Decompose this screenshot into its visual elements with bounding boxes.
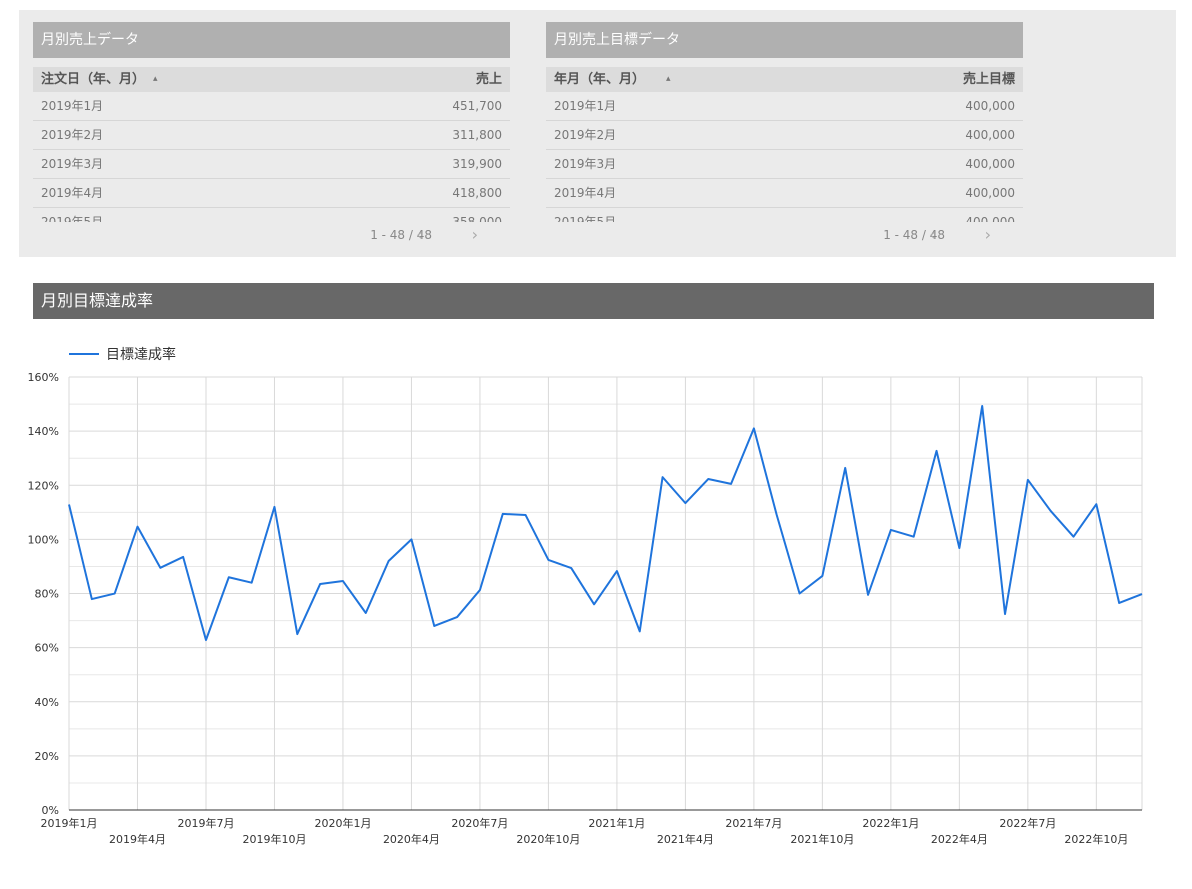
x-tick-label: 2022年10月 xyxy=(1064,832,1128,846)
table-cell: 2019年4月 xyxy=(554,186,617,200)
table-row: 2019年4月 400,000 xyxy=(546,179,1023,208)
table-body: 2019年1月 451,700 2019年2月 311,800 2019年3月 319,9… xyxy=(33,92,510,222)
y-tick-label: 80% xyxy=(35,588,59,601)
chart: 0% 20% 40% 60% 80% 100% 120% 140% 160% 2019年1月 201… xyxy=(28,346,1143,846)
y-tick-label: 160% xyxy=(28,371,59,384)
x-tick-label: 2021年4月 xyxy=(657,832,714,846)
legend-label: 目標達成率 xyxy=(106,346,176,363)
x-tick-label: 2019年4月 xyxy=(109,832,166,846)
page-arrows[interactable]: ‹ › xyxy=(929,225,1013,244)
table-cell: 400,000 xyxy=(965,99,1015,113)
x-tick-label: 2022年7月 xyxy=(999,816,1056,830)
table-cell: 400,000 xyxy=(965,157,1015,171)
table-cell: 2019年3月 xyxy=(554,157,617,171)
table-header: 年月（年、月） ▴ 売上目標 xyxy=(546,67,1023,92)
table: 月別売上目標データ 年月（年、月） ▴ 売上目標 2019年1月 400,000 2019年… xyxy=(546,22,1023,247)
table-row: 2019年3月 319,900 xyxy=(33,150,510,179)
table-row: 2019年3月 400,000 xyxy=(546,150,1023,179)
table-row: 2019年1月 400,000 xyxy=(546,92,1023,121)
table-row: 2019年2月 400,000 xyxy=(546,121,1023,150)
table-row: 2019年5月 358,000 xyxy=(33,208,510,222)
table-cell: 2019年3月 xyxy=(41,157,104,171)
x-tick-label: 2019年7月 xyxy=(177,816,234,830)
header-cell[interactable]: 注文日（年、月） xyxy=(41,72,146,87)
table-cell: 311,800 xyxy=(452,128,502,142)
x-tick-label: 2020年10月 xyxy=(516,832,580,846)
header-cell[interactable]: 売上目標 xyxy=(962,72,1015,87)
x-tick-label: 2020年7月 xyxy=(451,816,508,830)
x-tick-label: 2020年4月 xyxy=(383,832,440,846)
x-tick-label: 2020年1月 xyxy=(314,816,371,830)
x-tick-label: 2022年1月 xyxy=(862,816,919,830)
table-cell: 2019年1月 xyxy=(554,99,617,113)
x-tick-label: 2022年4月 xyxy=(931,832,988,846)
table-header: 注文日（年、月） ▴ 売上 xyxy=(33,67,510,92)
table-row: 2019年4月 418,800 xyxy=(33,179,510,208)
table-cell: 2019年5月 xyxy=(41,215,104,222)
table-cell: 2019年4月 xyxy=(41,186,104,200)
table-body: 2019年1月 400,000 2019年2月 400,000 2019年3月 400,0… xyxy=(546,92,1023,222)
x-tick-label: 2021年10月 xyxy=(790,832,854,846)
header-cell[interactable]: 売上 xyxy=(475,72,502,87)
y-tick-label: 40% xyxy=(35,696,59,709)
page-arrows[interactable]: ‹ › xyxy=(416,225,500,244)
x-tick-label: 2021年1月 xyxy=(588,816,645,830)
x-tick-label: 2019年10月 xyxy=(242,832,306,846)
y-tick-label: 100% xyxy=(28,533,59,546)
y-tick-label: 0% xyxy=(42,804,59,817)
y-tick-label: 60% xyxy=(35,642,59,655)
table-cell: 319,900 xyxy=(452,157,502,171)
sort-icon[interactable]: ▴ xyxy=(153,74,158,84)
table-cell: 2019年5月 xyxy=(554,215,617,222)
table-cell: 451,700 xyxy=(452,99,502,113)
table-row: 2019年1月 451,700 xyxy=(33,92,510,121)
table-cell: 2019年2月 xyxy=(554,128,617,142)
x-tick-label: 2021年7月 xyxy=(725,816,782,830)
table: 月別売上データ注文日（年、月） ▴ 売上 2019年1月 451,700 2019年2月 3… xyxy=(33,22,510,247)
table-cell: 400,000 xyxy=(965,128,1015,142)
chart-title: 月別目標達成率 xyxy=(33,283,1154,319)
table-cell: 400,000 xyxy=(965,215,1015,222)
table-row: 2019年2月 311,800 xyxy=(33,121,510,150)
table-cell: 2019年2月 xyxy=(41,128,104,142)
table-cell: 2019年1月 xyxy=(41,99,104,113)
header-cell[interactable]: 年月（年、月） xyxy=(554,72,646,87)
pagination: 1 - 48 / 48 xyxy=(370,228,432,242)
table-cell: 418,800 xyxy=(452,186,502,200)
x-tick-label: 2019年1月 xyxy=(41,816,98,830)
table-title: 月別売上データ xyxy=(33,22,510,58)
y-tick-label: 140% xyxy=(28,425,59,438)
table-title: 月別売上目標データ xyxy=(546,22,1023,58)
y-tick-label: 120% xyxy=(28,479,59,492)
sort-icon[interactable]: ▴ xyxy=(666,74,671,84)
y-tick-label: 20% xyxy=(35,750,59,763)
line-series xyxy=(68,404,1143,642)
table-cell: 400,000 xyxy=(965,186,1015,200)
pagination: 1 - 48 / 48 xyxy=(883,228,945,242)
table-cell: 358,000 xyxy=(452,215,502,222)
table-row: 2019年5月 400,000 xyxy=(546,208,1023,222)
